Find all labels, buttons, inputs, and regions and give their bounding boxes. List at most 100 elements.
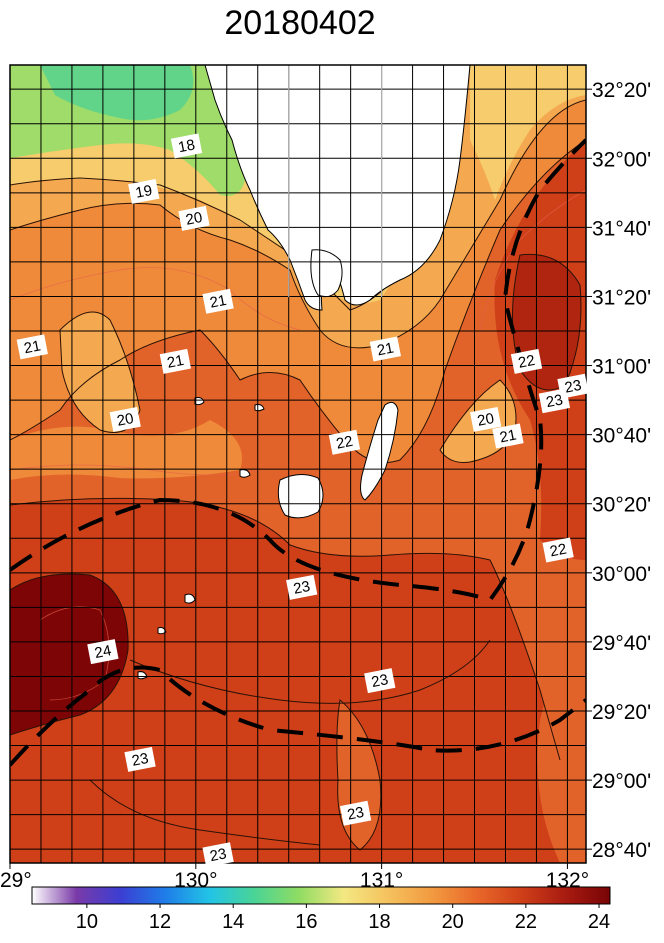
contour-label: 22 [542, 537, 574, 563]
colorbar-label: 12 [149, 911, 171, 933]
contour-label-box [328, 429, 361, 455]
lat-tick-label: 30°40' [592, 425, 651, 448]
contour-label-box [159, 348, 192, 374]
contour-label-box [16, 334, 48, 360]
contour-label-text: 23 [130, 750, 150, 770]
contour-label-box [339, 800, 372, 826]
contour-label-box [286, 574, 318, 600]
lat-tick-label: 31°20' [592, 286, 651, 309]
contour-label-box [87, 639, 119, 665]
map-title: 20180402 [224, 4, 376, 42]
sst-layer-20-west [60, 312, 140, 433]
contour-label-box [510, 348, 543, 374]
contour-label-text: 24 [93, 642, 113, 662]
contour-label-text: 22 [548, 541, 568, 561]
colorbar-label: 16 [295, 911, 317, 933]
map-frame [9, 64, 587, 864]
contour-label: 23 [124, 746, 156, 772]
contour-label-text: 22 [335, 433, 355, 453]
contour-label: 21 [159, 348, 192, 374]
contour-label-text: 21 [166, 352, 186, 372]
lat-tick-label: 29°40' [592, 632, 651, 655]
contour-label-text: 19 [134, 182, 154, 202]
sst-layer-22-south-east [537, 600, 586, 863]
contour-label-text: 21 [208, 292, 228, 312]
contour-label: 20 [178, 205, 210, 231]
lat-tick-label: 32°20' [592, 79, 651, 102]
lat-tick-label: 29°00' [592, 770, 651, 793]
contour-label: 23 [557, 373, 589, 399]
colorbar-label: 10 [76, 911, 98, 933]
islet-4 [184, 593, 196, 604]
contour-label-text: 21 [23, 337, 43, 357]
lat-tick-label: 32°00' [592, 148, 651, 171]
contour-label-box [470, 406, 502, 432]
contour-label: 23 [286, 574, 318, 600]
contour-label: 19 [128, 178, 160, 204]
contour-label: 23 [339, 800, 372, 826]
colorbar [31, 886, 611, 905]
sst-field [10, 65, 586, 863]
contour-label-text: 21 [376, 340, 396, 360]
lat-tick-label: 28°40' [592, 839, 651, 862]
contour-labels: 1819202121212021222021222323222324232323… [16, 133, 589, 868]
contour-label-box [128, 178, 160, 204]
contour-label: 21 [492, 423, 524, 449]
colorbar-labels: 10 12 14 16 18 20 22 24 [76, 904, 610, 933]
contour-label: 22 [510, 348, 543, 374]
contour-label-text: 21 [498, 427, 518, 447]
contour-label-box [364, 668, 396, 694]
lat-tick-label: 29°20' [592, 701, 651, 724]
contour-label-text: 20 [184, 209, 204, 229]
contour-label-box [202, 842, 234, 868]
lat-tick-label: 31°40' [592, 217, 651, 240]
graticule-grid [10, 65, 586, 863]
contour-label: 23 [364, 668, 396, 694]
contour-label: 18 [170, 133, 203, 159]
islet-5 [157, 627, 167, 635]
islet-1 [194, 397, 205, 406]
contour-label-text: 23 [346, 804, 366, 824]
contour-label: 21 [369, 336, 401, 362]
colorbar-label: 20 [442, 911, 464, 933]
lon-tick-label: 130° [174, 869, 217, 892]
contour-label: 23 [202, 842, 234, 868]
contour-label-text: 23 [208, 845, 228, 865]
contour-label-box [557, 373, 589, 399]
contour-label-text: 22 [517, 352, 537, 372]
lon-tick-label: 131° [360, 869, 403, 892]
contour-label-text: 23 [545, 391, 565, 411]
islet-6 [137, 671, 148, 680]
contour-label-text: 23 [370, 671, 390, 691]
contour-label-box [369, 336, 401, 362]
sst-layer-19-east [470, 65, 586, 200]
contour-label: 21 [202, 288, 234, 314]
graticule-reference-lines [288, 65, 383, 298]
contour-label-text: 23 [292, 578, 312, 598]
lat-tick-label: 30°20' [592, 494, 651, 517]
sst-layer-17 [40, 65, 194, 121]
contour-label: 22 [328, 429, 361, 455]
contour-label-box [492, 423, 524, 449]
contour-label-text: 23 [563, 377, 583, 397]
contour-label: 21 [16, 334, 48, 360]
contour-label: 20 [109, 406, 141, 432]
colorbar-label: 22 [515, 911, 537, 933]
contour-label: 24 [87, 639, 119, 665]
colorbar-label: 18 [368, 911, 390, 933]
contour-label-box [124, 746, 156, 772]
contour-label-text: 20 [476, 410, 496, 430]
latitude-ticks: 32°20' 32°00' 31°40' 31°20' 31°00' 30°40' 30°2… [586, 79, 651, 862]
colorbar-label: 24 [588, 911, 610, 933]
contour-label-box [170, 133, 203, 159]
lat-tick-label: 31°00' [592, 356, 651, 379]
contour-label-text: 20 [115, 410, 135, 430]
tanegashima-land [360, 401, 399, 501]
contour-label-box [542, 537, 574, 563]
land-masses [137, 65, 471, 680]
yakushima-land [277, 474, 324, 519]
sst-layer-23 [10, 498, 586, 863]
contour-label-box [202, 288, 234, 314]
contour-label-box [109, 406, 141, 432]
